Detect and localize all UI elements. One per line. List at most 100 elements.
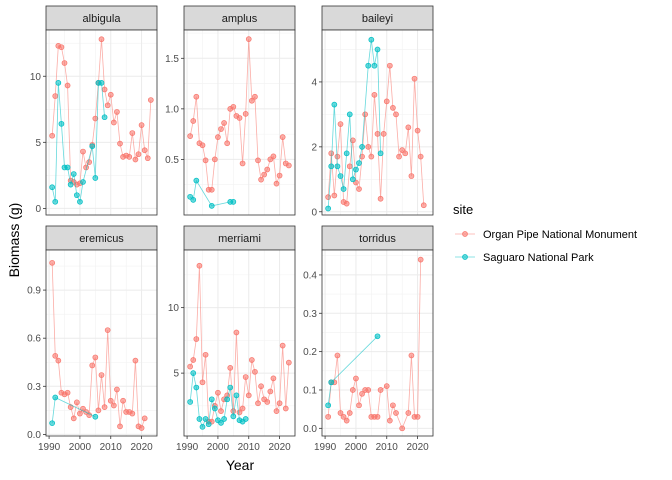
data-point [67, 181, 74, 188]
data-point [77, 410, 83, 417]
data-point [196, 262, 203, 269]
data-point [374, 46, 381, 53]
data-point [199, 423, 206, 430]
data-point [224, 140, 231, 147]
data-point [334, 352, 341, 359]
legend-entry-label: Organ Pipe National Monument [483, 229, 637, 241]
facet-strip-label: amplus [222, 13, 258, 25]
data-point [230, 199, 237, 205]
data-point [386, 417, 393, 424]
data-point [270, 375, 277, 382]
data-point [126, 154, 133, 160]
data-point [114, 109, 120, 115]
facet-strip [183, 225, 296, 251]
panel-baileyi: baileyi 0 2 4 [311, 5, 434, 218]
data-point [221, 120, 227, 126]
data-point [218, 408, 224, 414]
data-point [98, 36, 105, 43]
data-point [411, 75, 418, 82]
data-point [49, 184, 56, 191]
data-point [396, 153, 402, 160]
data-point [208, 396, 215, 403]
y-tick-label: 0.1 [303, 385, 317, 396]
data-point [417, 256, 424, 263]
data-point [408, 173, 415, 179]
data-point [325, 194, 332, 200]
data-point [380, 131, 387, 137]
y-tick-label: 0.5 [165, 155, 179, 166]
data-point [417, 153, 424, 160]
data-point [390, 105, 396, 111]
data-point [405, 124, 412, 131]
facet-strip [183, 5, 296, 31]
data-point [58, 120, 65, 127]
data-point [190, 196, 197, 203]
data-point [340, 413, 347, 420]
data-point [242, 111, 249, 117]
facet-panels: albigula 0 5 10 amplus 0.5 1.0 1.5 baileyi 0 2 4 ere… [27, 5, 434, 453]
data-point [252, 93, 258, 100]
data-point [331, 192, 338, 199]
facet-strip-label: eremicus [79, 233, 124, 245]
data-point [61, 60, 68, 66]
data-point [107, 91, 114, 98]
y-tick-label: 0.9 [27, 286, 41, 297]
panel-amplus: amplus 0.5 1.0 1.5 [165, 5, 296, 216]
data-point [377, 387, 384, 393]
data-point [187, 399, 194, 405]
facet-strip [321, 225, 434, 251]
panel-background [46, 250, 157, 436]
data-point [346, 111, 353, 118]
data-point [371, 92, 378, 98]
data-point [89, 362, 96, 369]
data-point [353, 375, 359, 382]
data-point [353, 166, 359, 173]
panel-eremicus: eremicus 0.0 0.3 0.6 0.9 1990 2000 2010 2020 [27, 225, 158, 453]
data-point [120, 397, 126, 404]
data-point [147, 97, 154, 103]
data-point [138, 425, 145, 431]
data-point [282, 405, 289, 412]
data-point [261, 171, 268, 178]
y-tick-label: 1.5 [165, 54, 179, 65]
facet-strip-label: baileyi [362, 13, 393, 25]
data-point [114, 386, 120, 393]
data-point [80, 148, 86, 155]
y-tick-label: 0 [35, 204, 41, 215]
data-point [64, 389, 71, 396]
data-point [233, 329, 240, 336]
legend-title: site [453, 202, 473, 217]
data-point [276, 172, 283, 179]
data-point [383, 383, 390, 389]
data-point [273, 408, 280, 414]
y-tick-label: 2 [311, 142, 317, 153]
data-point [374, 131, 381, 137]
data-point [340, 186, 347, 192]
panel-border [45, 29, 158, 216]
data-point [349, 176, 356, 183]
data-point [356, 402, 362, 409]
data-point [144, 155, 151, 162]
data-point [414, 127, 421, 134]
data-point [190, 357, 197, 363]
x-tick-label: 1990 [314, 442, 337, 453]
data-point [98, 372, 105, 378]
data-point [110, 119, 117, 126]
data-point [190, 370, 197, 376]
data-point [399, 425, 406, 432]
data-point [405, 410, 412, 416]
data-point [365, 62, 372, 69]
data-point [328, 379, 335, 386]
data-point [132, 156, 139, 163]
data-point [187, 133, 194, 139]
panel-background [322, 250, 433, 436]
data-point [208, 186, 215, 193]
facet-strip [321, 5, 434, 31]
y-tick-label: 0.2 [303, 347, 317, 358]
data-point [393, 111, 399, 118]
data-point [279, 134, 286, 141]
data-point [343, 200, 350, 207]
data-point [95, 407, 102, 414]
data-point [193, 384, 200, 391]
data-point [285, 162, 292, 169]
